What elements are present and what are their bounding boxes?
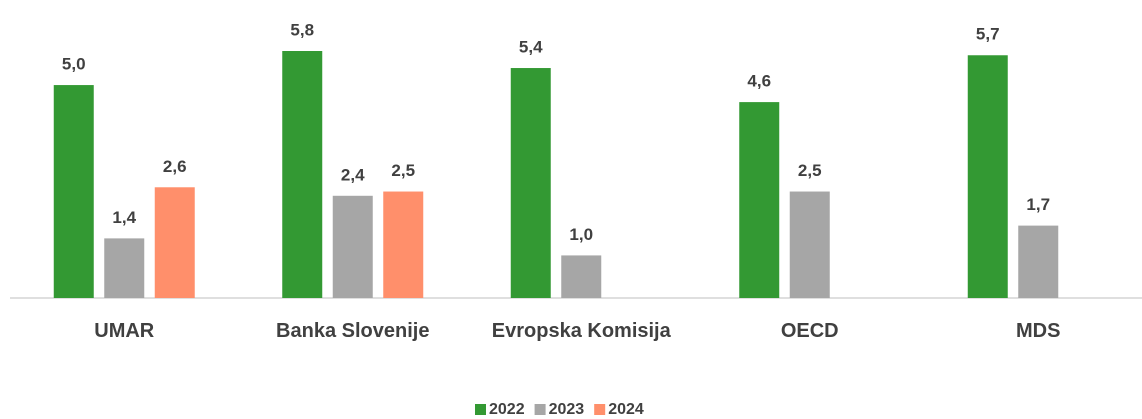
bar bbox=[1018, 225, 1059, 298]
value-label: 2,4 bbox=[341, 165, 365, 184]
x-tick-label: OECD bbox=[780, 320, 839, 342]
bar bbox=[282, 51, 323, 298]
legend-swatch bbox=[534, 404, 546, 415]
bar bbox=[383, 191, 424, 298]
value-label: 5,0 bbox=[62, 55, 86, 74]
bar bbox=[332, 195, 373, 298]
legend-label: 2024 bbox=[608, 401, 644, 418]
x-tick-label: MDS bbox=[1016, 320, 1061, 342]
bar bbox=[789, 191, 830, 298]
x-tick-label: Evropska Komisija bbox=[491, 320, 671, 342]
value-label: 5,8 bbox=[290, 20, 314, 39]
value-label: 1,4 bbox=[112, 208, 136, 227]
bar bbox=[154, 187, 195, 298]
bar bbox=[739, 102, 780, 298]
bar bbox=[104, 238, 145, 298]
x-tick-label: Banka Slovenije bbox=[276, 320, 430, 342]
value-label: 1,7 bbox=[1026, 195, 1050, 214]
value-label: 1,0 bbox=[569, 225, 593, 244]
legend-label: 2022 bbox=[489, 401, 525, 418]
bar bbox=[967, 55, 1008, 298]
bar bbox=[510, 68, 551, 298]
value-label: 2,5 bbox=[391, 161, 415, 180]
value-label: 5,7 bbox=[976, 25, 1000, 44]
x-tick-label: UMAR bbox=[94, 320, 155, 342]
bar bbox=[53, 85, 94, 298]
value-label: 2,5 bbox=[798, 161, 822, 180]
value-label: 5,4 bbox=[519, 38, 543, 57]
value-label: 4,6 bbox=[747, 72, 771, 91]
legend-swatch bbox=[594, 404, 606, 415]
legend-swatch bbox=[475, 404, 486, 415]
value-label: 2,6 bbox=[163, 157, 187, 176]
legend-label: 2023 bbox=[549, 401, 585, 418]
bar bbox=[561, 255, 602, 298]
